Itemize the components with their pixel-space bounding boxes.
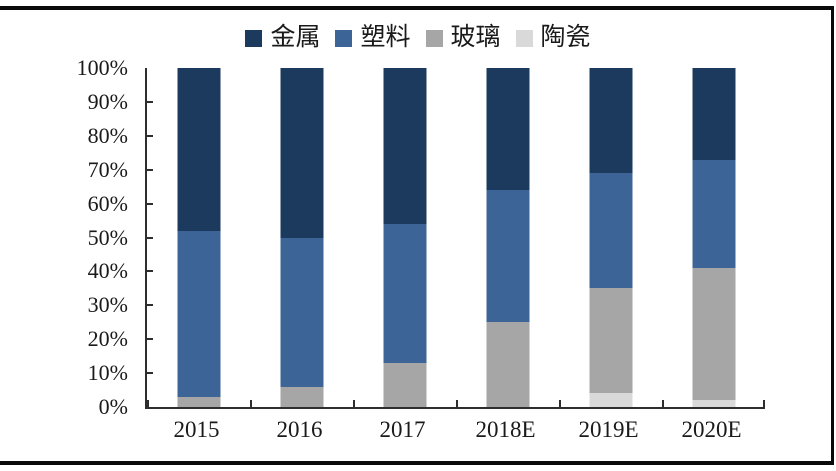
stacked-bar-2020E [692, 68, 735, 407]
legend-label: 塑料 [360, 24, 411, 51]
y-axis-tick-mark [147, 100, 153, 103]
y-axis-tick-label: 10% [87, 360, 128, 386]
bar-segment-塑料-2018E [486, 190, 529, 323]
bar-segment-塑料-2017 [383, 223, 426, 363]
y-axis-tick-mark [147, 304, 153, 307]
y-axis-tick-label: 40% [87, 258, 128, 284]
bar-segment-玻璃-2018E [486, 322, 529, 407]
bar-segment-金属-2019E [589, 68, 632, 174]
legend-item-2: 玻璃 [425, 24, 501, 52]
bar-segment-陶瓷-2019E [589, 393, 632, 407]
bar-slot-2015 [147, 68, 250, 407]
y-axis-tick-label: 20% [87, 326, 128, 352]
y-axis-labels: 100% 90% 80% 70% 60% 50% 40% 30% 20% 10% 0% [0, 56, 136, 419]
x-axis-tick-mark [456, 400, 458, 407]
stacked-bar-2016 [280, 68, 323, 407]
y-axis-tick-label: 0% [98, 394, 128, 419]
x-axis-category-label: 2018E [475, 417, 536, 442]
y-axis-tick-mark [147, 134, 153, 137]
legend-swatch-icon [335, 29, 353, 47]
bar-segment-塑料-2020E [692, 159, 735, 269]
y-axis-tick-label: 30% [87, 292, 128, 318]
x-axis-tick-mark [353, 400, 355, 407]
bar-segment-金属-2018E [486, 68, 529, 191]
y-axis-tick-mark [147, 338, 153, 341]
y-axis-tick-label: 90% [87, 88, 128, 114]
y-axis-tick-mark [147, 168, 153, 171]
bar-segment-玻璃-2017 [383, 362, 426, 407]
legend: 金属 塑料 玻璃 陶瓷 [0, 24, 836, 52]
legend-swatch-icon [245, 29, 263, 47]
legend-item-3: 陶瓷 [515, 24, 591, 52]
bar-segment-金属-2016 [280, 68, 323, 238]
y-axis-tick-mark [147, 202, 153, 205]
stacked-bar-2018E [486, 68, 529, 407]
legend-swatch-icon [515, 29, 533, 47]
x-axis-category-label: 2017 [379, 417, 426, 442]
x-axis-category-label: 2020E [681, 417, 742, 442]
bar-slot-2018E [456, 68, 559, 407]
legend-item-1: 塑料 [335, 24, 411, 52]
plot-area [145, 68, 765, 409]
x-axis-tick-mark [250, 400, 252, 407]
y-axis-tick-mark [147, 372, 153, 375]
bar-slot-2020E [662, 68, 765, 407]
legend-swatch-icon [425, 29, 443, 47]
y-axis-tick-mark [147, 236, 153, 239]
bar-segment-塑料-2016 [280, 237, 323, 387]
bar-segment-塑料-2019E [589, 173, 632, 289]
legend-label: 金属 [270, 24, 321, 51]
x-axis-tick-mark [559, 400, 561, 407]
x-axis-tick-mark [763, 400, 765, 407]
stacked-bar-2019E [589, 68, 632, 407]
y-axis-tick-label: 100% [76, 55, 128, 80]
x-axis-tick-mark [147, 400, 149, 407]
bar-slot-2016 [250, 68, 353, 407]
bar-slot-2017 [353, 68, 456, 407]
bar-segment-玻璃-2015 [177, 396, 220, 407]
x-axis-category-label: 2019E [578, 417, 639, 442]
legend-label: 玻璃 [450, 24, 501, 51]
legend-label: 陶瓷 [540, 24, 591, 51]
bar-segment-玻璃-2016 [280, 386, 323, 407]
x-axis-category-label: 2016 [276, 417, 323, 442]
bar-segment-玻璃-2020E [692, 268, 735, 401]
bar-segment-玻璃-2019E [589, 288, 632, 394]
bars-container [147, 68, 765, 407]
legend-item-0: 金属 [245, 24, 320, 52]
x-axis-tick-mark [662, 400, 664, 407]
bar-segment-金属-2015 [177, 68, 220, 231]
bar-segment-塑料-2015 [177, 230, 220, 397]
stacked-bar-2017 [383, 68, 426, 407]
bar-segment-金属-2020E [692, 68, 735, 160]
bar-segment-金属-2017 [383, 68, 426, 224]
y-axis-tick-mark [147, 270, 153, 273]
bar-slot-2019E [559, 68, 662, 407]
x-axis-category-label: 2015 [173, 417, 220, 442]
stacked-bar-2015 [177, 68, 220, 407]
y-axis-tick-label: 60% [87, 190, 128, 216]
x-axis-labels: 2015 2016 2017 2018E 2019E 2020E [145, 417, 763, 443]
y-axis-tick-label: 80% [87, 122, 128, 148]
y-axis-tick-label: 50% [87, 224, 128, 250]
bar-segment-陶瓷-2020E [692, 400, 735, 407]
y-axis-tick-label: 70% [87, 156, 128, 182]
